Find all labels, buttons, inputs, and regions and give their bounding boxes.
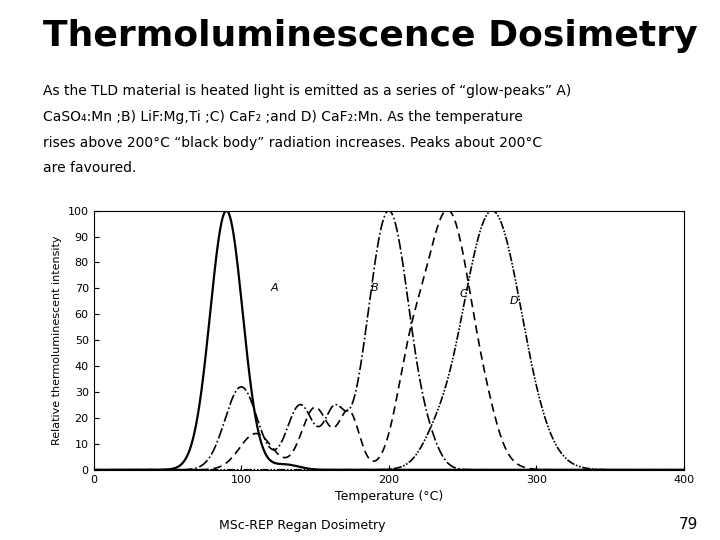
Text: CaSO₄:Mn ;B) LiF:Mg,Ti ;C) CaF₂ ;and D) CaF₂:Mn. As the temperature: CaSO₄:Mn ;B) LiF:Mg,Ti ;C) CaF₂ ;and D) … [43, 110, 523, 124]
Text: As the TLD material is heated light is emitted as a series of “glow-peaks” A): As the TLD material is heated light is e… [43, 84, 572, 98]
Text: are favoured.: are favoured. [43, 161, 137, 176]
Text: B: B [371, 284, 379, 293]
Text: MSc-REP Regan Dosimetry: MSc-REP Regan Dosimetry [219, 519, 386, 532]
Text: D: D [510, 296, 518, 306]
X-axis label: Temperature (°C): Temperature (°C) [335, 490, 443, 503]
Text: C: C [459, 288, 467, 299]
Text: rises above 200°C “black body” radiation increases. Peaks about 200°C: rises above 200°C “black body” radiation… [43, 136, 542, 150]
Text: Thermoluminescence Dosimetry: Thermoluminescence Dosimetry [43, 19, 698, 53]
Text: A: A [271, 284, 279, 293]
Text: 79: 79 [679, 517, 698, 532]
Y-axis label: Relative thermoluminescent intensity: Relative thermoluminescent intensity [52, 235, 62, 445]
